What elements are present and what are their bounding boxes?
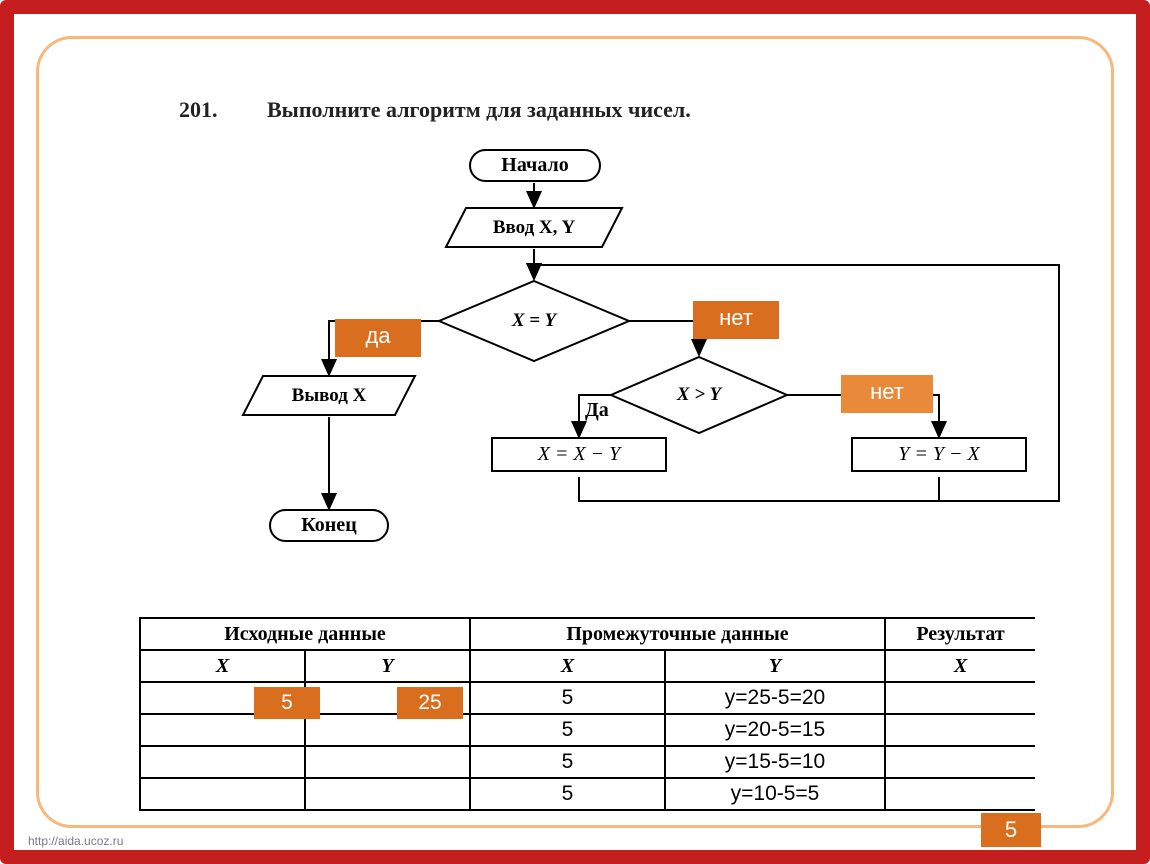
overlay-input-x: 5 xyxy=(254,687,320,719)
table-row: 5 y=15-5=10 xyxy=(140,746,1035,778)
slide-outer-frame: 201. Выполните алгоритм для заданных чис… xyxy=(0,0,1150,864)
th-inter: Промежуточные данные xyxy=(470,618,885,650)
node-start-label: Начало xyxy=(501,154,568,176)
flowchart-node-p2: Y = Y − X xyxy=(851,437,1027,472)
overlay-net-top: нет xyxy=(693,301,779,339)
table-row: 5 y=10-5=5 xyxy=(140,778,1035,810)
node-p2-label: Y = Y − X xyxy=(898,443,979,465)
cell-r-2 xyxy=(885,746,1035,778)
cell-ym-1: y=20-5=15 xyxy=(665,714,885,746)
flowchart-node-p1: X = X − Y xyxy=(491,437,667,472)
cell-ym-3: y=10-5=5 xyxy=(665,778,885,810)
cell-xm-1: 5 xyxy=(470,714,665,746)
flowchart-node-cond2: X > Y xyxy=(609,355,789,435)
node-cond1-label: X = Y xyxy=(437,310,631,332)
cell-xin-3 xyxy=(140,778,305,810)
node-p1-label: X = X − Y xyxy=(538,443,621,465)
cell-yin-2 xyxy=(305,746,470,778)
cell-xm-3: 5 xyxy=(470,778,665,810)
node-output-label: Вывод X xyxy=(241,385,417,407)
overlay-input-y: 25 xyxy=(397,687,463,719)
cell-ym-0: y=25-5=20 xyxy=(665,682,885,714)
flowchart-node-cond1: X = Y xyxy=(437,279,631,363)
cell-r-3 xyxy=(885,778,1035,810)
overlay-result: 5 xyxy=(981,813,1041,847)
th-x1: X xyxy=(140,650,305,682)
cell-xin-2 xyxy=(140,746,305,778)
slide-inner-frame: 201. Выполните алгоритм для заданных чис… xyxy=(36,36,1114,828)
cell-yin-3 xyxy=(305,778,470,810)
slide-content: 201. Выполните алгоритм для заданных чис… xyxy=(39,39,1111,825)
flowchart: Начало Ввод X, Y X = Y Вывод X xyxy=(39,39,1139,559)
flowchart-node-start: Начало xyxy=(469,149,601,182)
th-result: Результат xyxy=(885,618,1035,650)
th-x3: X xyxy=(885,650,1035,682)
cell-xm-0: 5 xyxy=(470,682,665,714)
th-y1: Y xyxy=(305,650,470,682)
th-source: Исходные данные xyxy=(140,618,470,650)
node-cond2-label: X > Y xyxy=(609,384,789,406)
flowchart-node-input: Ввод X, Y xyxy=(444,207,624,249)
footer-url: http://aida.ucoz.ru xyxy=(28,834,123,848)
node-end-label: Конец xyxy=(301,514,356,536)
cell-r-1 xyxy=(885,714,1035,746)
cell-r-0 xyxy=(885,682,1035,714)
cell-xm-2: 5 xyxy=(470,746,665,778)
th-x2: X xyxy=(470,650,665,682)
flowchart-node-output: Вывод X xyxy=(241,375,417,417)
cell-ym-2: y=15-5=10 xyxy=(665,746,885,778)
overlay-da-left: да xyxy=(335,319,421,357)
node-input-label: Ввод X, Y xyxy=(444,217,624,239)
th-y2: Y xyxy=(665,650,885,682)
flowchart-node-end: Конец xyxy=(269,509,389,542)
label-da-text: Да xyxy=(585,399,609,422)
overlay-net-right: нет xyxy=(841,375,933,413)
